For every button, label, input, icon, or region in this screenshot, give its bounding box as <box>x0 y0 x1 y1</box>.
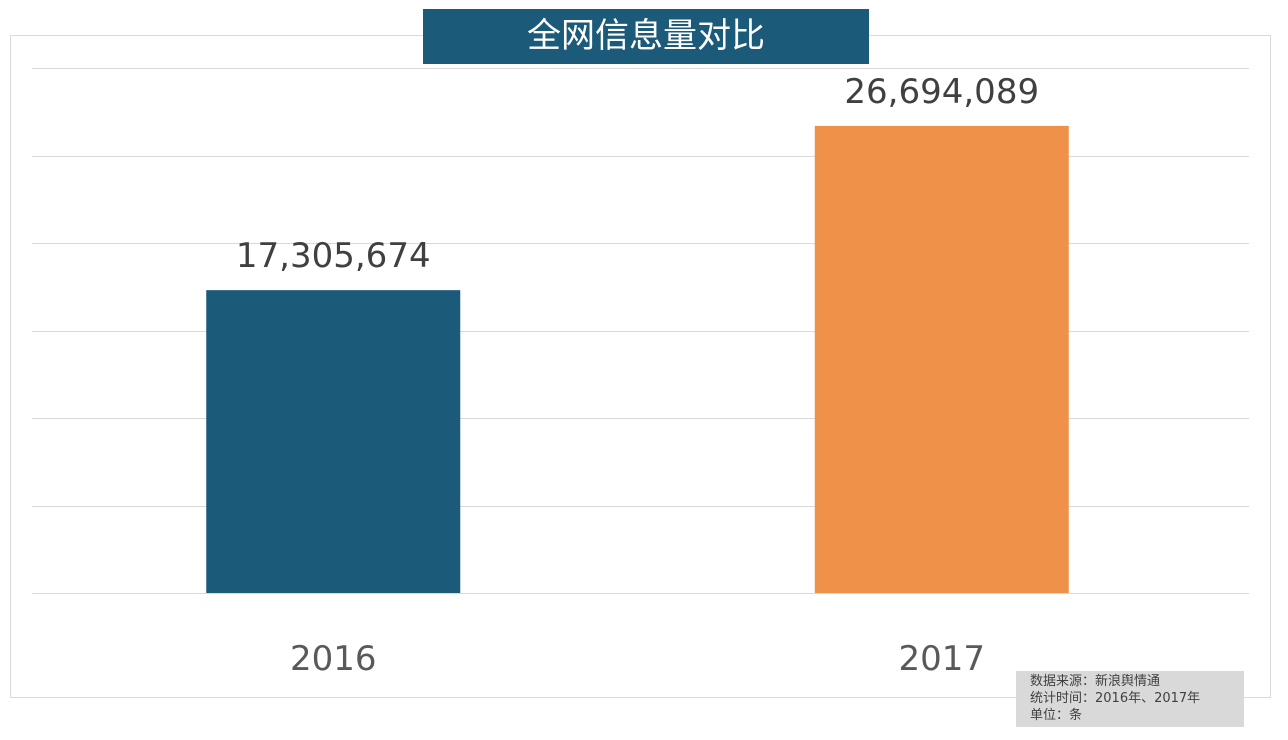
unit-line: 单位：条 <box>1030 708 1083 723</box>
chart-title: 全网信息量对比 <box>423 9 869 64</box>
x-tick-label: 2016 <box>290 639 377 679</box>
data-label: 26,694,089 <box>844 72 1039 112</box>
bar-2016 <box>206 290 461 593</box>
x-tick-label: 2017 <box>898 639 985 679</box>
period-line: 统计时间：2016年、2017年 <box>1030 691 1201 706</box>
data-label: 17,305,674 <box>236 236 431 276</box>
source-line: 数据来源：新浪舆情通 <box>1030 674 1161 689</box>
bar-2017 <box>814 125 1069 593</box>
source-note: 数据来源：新浪舆情通 统计时间：2016年、2017年 单位：条 <box>1016 671 1244 727</box>
